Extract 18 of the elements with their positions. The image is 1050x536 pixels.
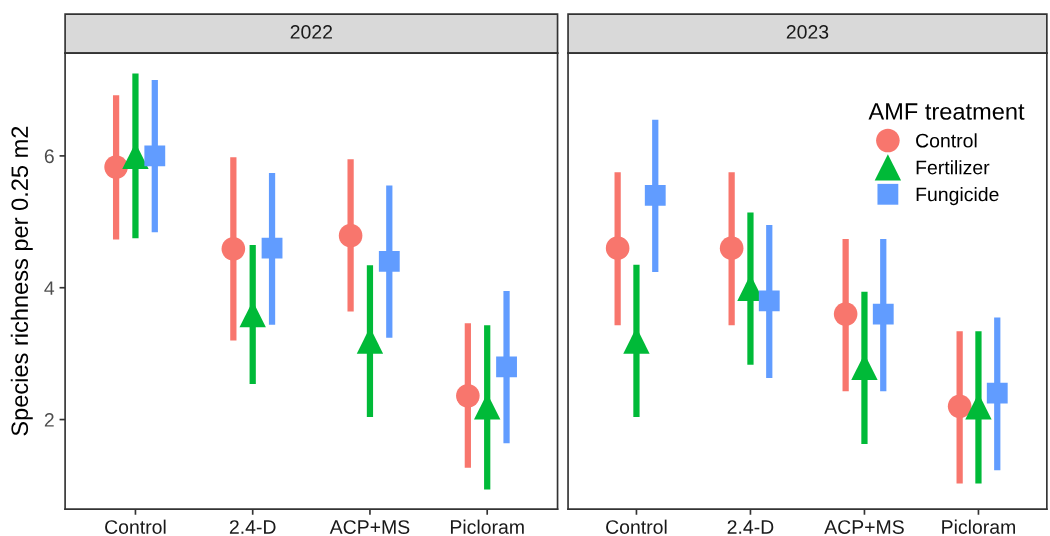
y-axis-title: Species richness per 0.25 m2 (10, 126, 33, 436)
y-tick-label: 2 (44, 413, 54, 427)
x-tick-label: Control (105, 519, 166, 534)
x-tick-label: 2.4-D (727, 520, 774, 534)
chart-title: 2023 (786, 25, 829, 39)
legend-label: Fertilizer (916, 160, 990, 175)
x-tick-label: Picloram (942, 519, 1015, 534)
legend-title: AMF treatment (868, 103, 1025, 120)
x-tick-label: Picloram (450, 519, 524, 534)
y-tick-label: 6 (44, 149, 54, 164)
chart-title: 2022 (290, 25, 332, 39)
legend-label: Fungicide (916, 187, 999, 206)
x-tick-label: Control (606, 519, 667, 534)
x-tick-label: 2.4-D (229, 520, 276, 534)
x-tick-label: ACP+MS (824, 520, 904, 534)
y-tick-label: 4 (44, 281, 55, 295)
x-tick-label: ACP+MS (329, 520, 410, 534)
legend-label: Control (916, 133, 977, 148)
